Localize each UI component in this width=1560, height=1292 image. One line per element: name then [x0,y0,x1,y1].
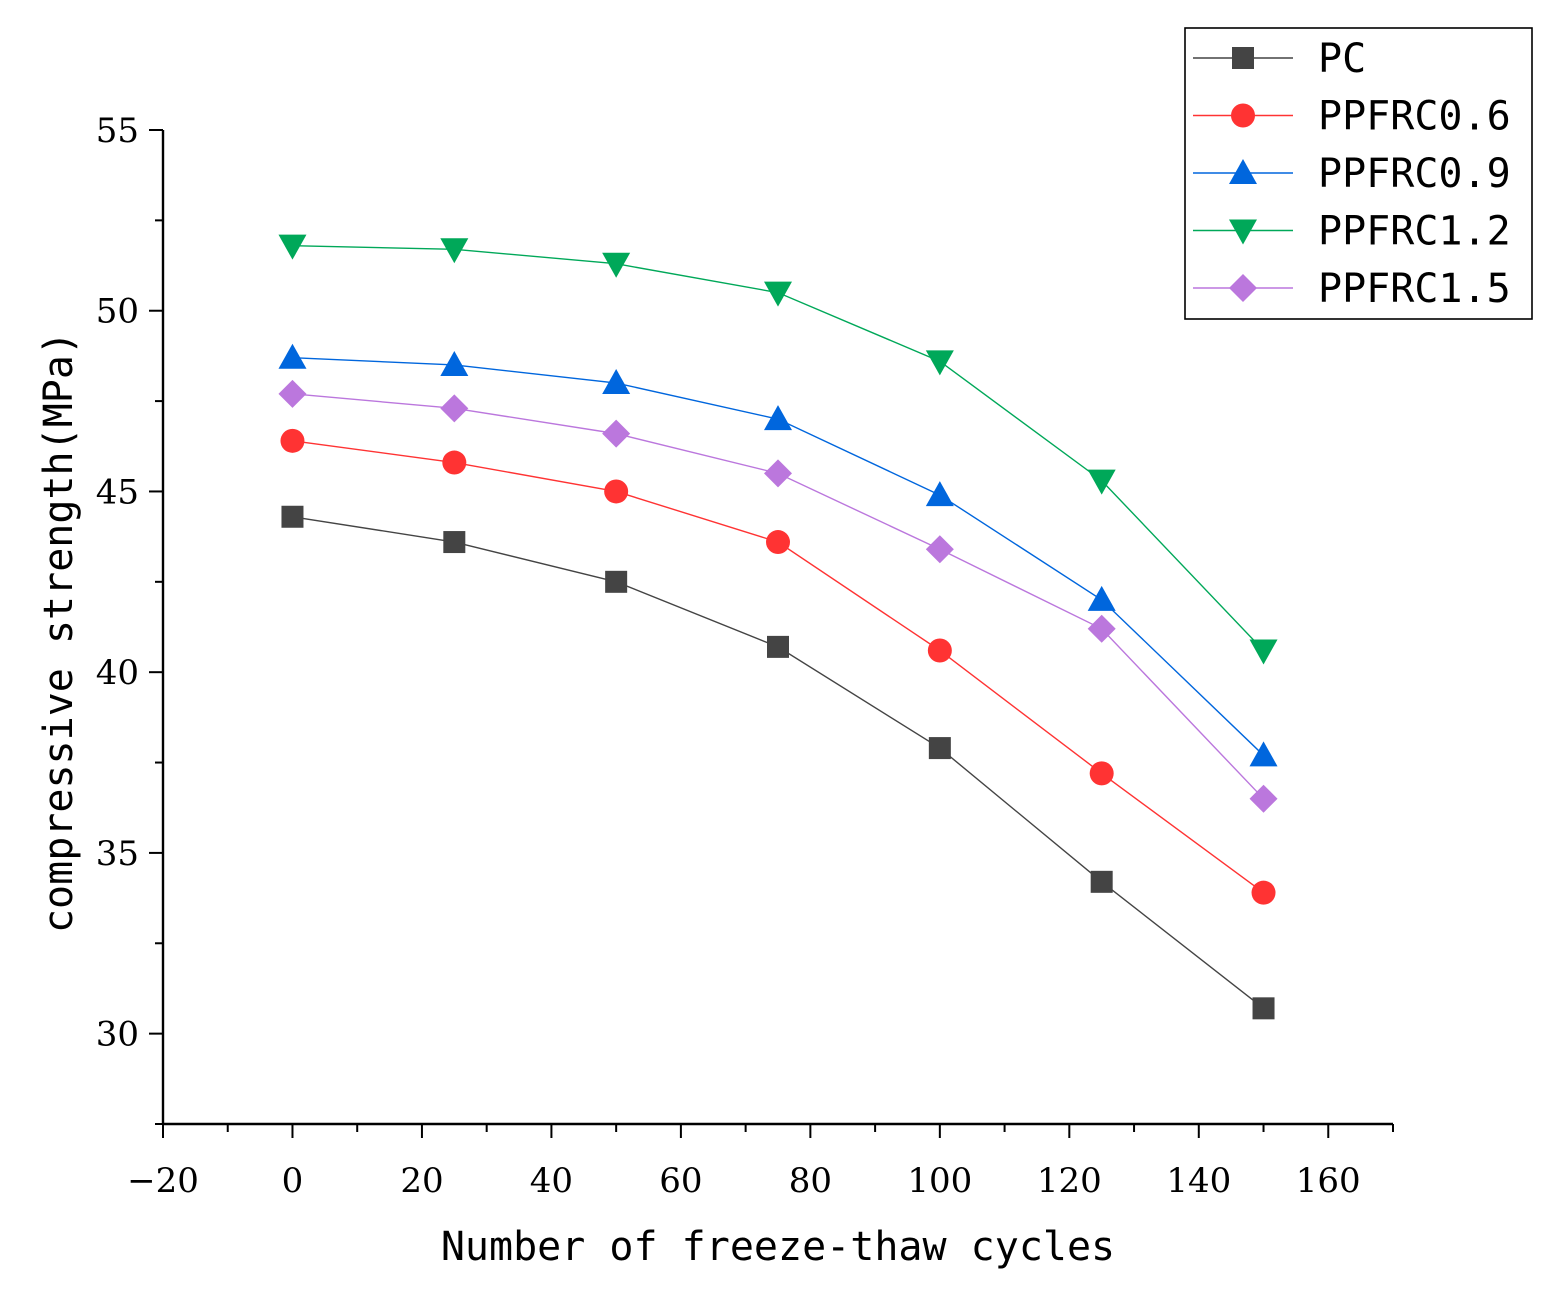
x-tick-label: 40 [530,1161,573,1201]
data-point-ppfrc0-9 [1249,741,1278,767]
x-tick-label: −20 [127,1161,199,1201]
y-tick-label: 50 [96,292,139,332]
x-tick-label: 20 [400,1161,443,1201]
data-point-ppfrc0-6 [280,428,305,453]
data-point-ppfrc1-5 [440,394,469,423]
data-point-ppfrc1-5 [278,379,307,408]
data-point-pc [1252,997,1275,1020]
data-point-ppfrc1-5 [1087,614,1116,643]
series-markers [278,234,1278,1020]
data-point-pc [281,505,304,528]
data-point-ppfrc0-9 [764,405,792,431]
data-point-ppfrc0-6 [766,530,790,555]
legend-marker-ppfrc0-6 [1231,103,1255,128]
x-tick-label: 0 [282,1161,304,1201]
data-point-pc [443,531,466,554]
series-lines [292,244,1265,1009]
legend-marker-pc [1232,47,1254,69]
legend-label-ppfrc0-6: PPFRC0.6 [1318,94,1511,140]
series-line-ppfrc1-5 [292,393,1265,800]
legend-label-pc: PC [1318,36,1366,82]
data-point-ppfrc1-2 [925,350,954,376]
series-line-ppfrc0-6 [292,440,1264,894]
data-point-ppfrc1-5 [925,535,954,564]
data-point-pc [928,737,951,760]
x-tick-label: 160 [1296,1161,1361,1201]
y-tick-label: 35 [96,834,139,874]
data-point-ppfrc1-2 [440,238,469,264]
data-point-pc [1090,870,1113,893]
y-tick-label: 55 [96,111,139,151]
axes: −20 0 20 40 60 80 100 120 140 160 30 35 40 45 50 55 [96,111,1394,1201]
data-point-ppfrc0-9 [1087,585,1116,611]
data-point-ppfrc1-5 [602,419,631,448]
data-point-ppfrc0-6 [1251,880,1276,905]
y-axis-title: compressive strength(MPa) [36,331,82,933]
x-tick-label: 100 [907,1161,972,1201]
x-tick-label: 120 [1037,1161,1102,1201]
legend-marker-ppfrc1-2 [1229,219,1257,245]
legend-label-ppfrc1-2: PPFRC1.2 [1318,209,1511,255]
data-point-ppfrc1-2 [278,234,307,260]
x-tick-label: 60 [659,1161,702,1201]
data-point-ppfrc0-6 [927,638,952,663]
legend-marker-ppfrc1-5 [1229,274,1257,302]
data-point-ppfrc0-9 [440,350,469,376]
x-tick-label: 80 [789,1161,832,1201]
legend-label-ppfrc0-9: PPFRC0.9 [1318,151,1511,197]
data-point-ppfrc1-2 [1087,469,1116,495]
data-point-ppfrc1-5 [764,459,792,488]
data-point-ppfrc1-5 [1249,784,1278,813]
y-tick-label: 30 [96,1015,139,1055]
y-tick-label: 40 [96,653,139,693]
data-point-ppfrc0-9 [278,343,307,369]
data-point-ppfrc0-9 [602,369,631,395]
legend-marker-ppfrc0-9 [1229,159,1257,184]
data-point-ppfrc0-6 [604,479,629,504]
legend: PC PPFRC0.6 PPFRC0.9 PPFRC1.2 PPFRC1.5 [1184,27,1533,320]
x-axis-title: Number of freeze-thaw cycles [441,1224,1115,1270]
data-point-pc [605,570,628,593]
data-point-ppfrc1-2 [1249,639,1278,665]
data-point-ppfrc1-2 [764,281,792,307]
data-point-ppfrc1-2 [602,252,631,278]
legend-label-ppfrc1-5: PPFRC1.5 [1318,266,1511,312]
x-tick-label: 140 [1166,1161,1231,1201]
data-point-ppfrc0-6 [1089,761,1114,786]
series-line-pc [292,516,1264,1009]
data-point-ppfrc0-9 [925,481,954,507]
y-tick-label: 45 [96,472,139,512]
data-point-pc [767,635,789,658]
data-point-ppfrc0-6 [442,450,467,475]
